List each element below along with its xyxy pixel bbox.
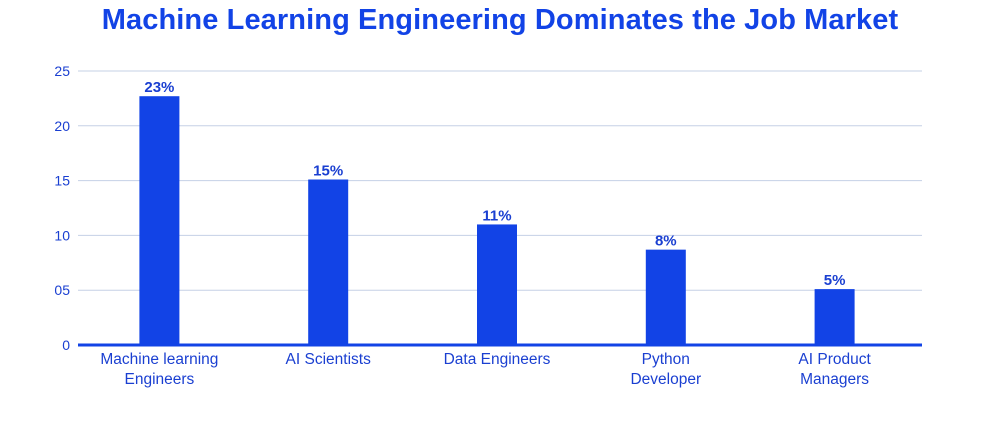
bar [477,224,517,345]
bar [139,96,180,345]
y-tick-label: 10 [54,227,70,243]
data-label: 8% [655,233,677,250]
y-tick-label: 25 [54,63,70,79]
bar [645,249,686,345]
y-axis-ticks: 0 05 10 15 20 25 [54,63,70,353]
bar [308,179,349,345]
y-tick-label: 20 [54,118,70,134]
x-axis-labels: Machine learning Engineers AI Scientists Da… [100,351,871,388]
y-tick-label: 0 [62,337,70,353]
x-tick-label: Managers [800,371,869,388]
x-tick-label: Python [642,351,690,368]
data-label: 23% [144,79,174,96]
x-tick-label: AI Product [798,351,871,368]
bar [814,289,855,345]
data-label: 5% [824,272,846,289]
y-tick-label: 15 [54,173,70,189]
data-label: 15% [313,163,343,180]
chart-title: Machine Learning Engineering Dominates t… [101,4,899,36]
x-tick-label: Data Engineers [444,351,551,368]
data-label: 11% [482,207,511,224]
x-tick-label: Machine learning [100,351,218,368]
data-labels: 23% 15% 11% 8% 5% [144,79,845,289]
x-tick-label: Developer [630,371,701,388]
x-tick-label: Engineers [125,371,195,388]
x-tick-label: AI Scientists [286,351,372,368]
bars [139,96,855,345]
y-tick-label: 05 [54,282,70,298]
